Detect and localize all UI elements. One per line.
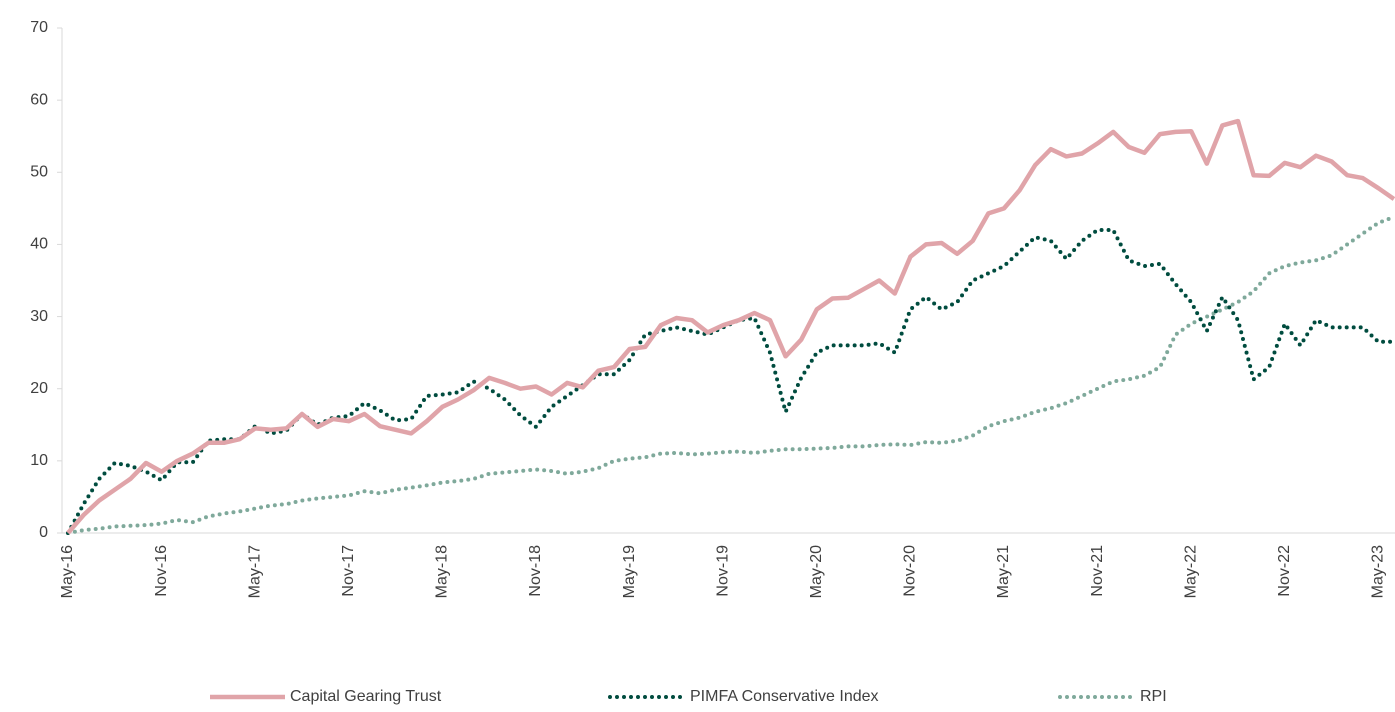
- y-tick-label: 60: [30, 91, 48, 108]
- legend-label: Capital Gearing Trust: [290, 688, 442, 705]
- y-tick-label: 50: [30, 164, 48, 181]
- x-tick-label: Nov-21: [1089, 545, 1106, 597]
- y-tick-label: 10: [30, 452, 48, 469]
- legend-label: PIMFA Conservative Index: [690, 688, 879, 705]
- x-tick-label: Nov-16: [153, 545, 170, 597]
- y-tick-label: 40: [30, 236, 48, 253]
- x-tick-label: May-16: [59, 545, 76, 598]
- series-line: [66, 215, 1395, 535]
- x-tick-label: Nov-19: [714, 545, 731, 597]
- series-line: [66, 228, 1395, 535]
- legend-label: RPI: [1140, 688, 1167, 705]
- x-tick-label: May-23: [1370, 545, 1387, 598]
- y-tick-label: 30: [30, 308, 48, 325]
- x-tick-label: Nov-22: [1276, 545, 1293, 597]
- y-tick-label: 70: [30, 19, 48, 36]
- x-tick-label: May-21: [995, 545, 1012, 598]
- x-tick-label: Nov-17: [340, 545, 357, 597]
- x-tick-label: May-20: [808, 545, 825, 598]
- series-line: [66, 118, 1395, 535]
- x-tick-label: May-22: [1182, 545, 1199, 598]
- x-tick-label: May-18: [434, 545, 451, 598]
- x-tick-label: May-19: [621, 545, 638, 598]
- x-tick-label: Nov-20: [902, 545, 919, 597]
- y-tick-label: 20: [30, 380, 48, 397]
- x-tick-label: Nov-18: [527, 545, 544, 597]
- y-tick-label: 0: [39, 524, 48, 541]
- x-tick-label: May-17: [246, 545, 263, 598]
